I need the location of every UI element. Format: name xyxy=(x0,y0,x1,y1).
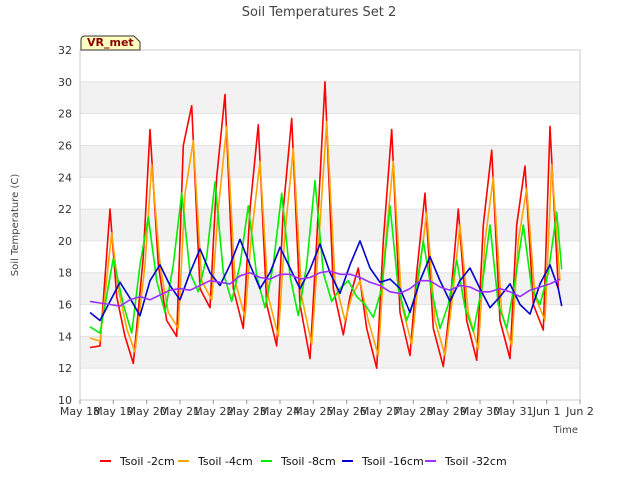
x-tick-label: May 31 xyxy=(493,405,533,418)
legend-label: Tsoil -16cm xyxy=(361,455,424,468)
series-lines xyxy=(89,81,563,369)
x-tick-label: May 29 xyxy=(427,405,467,418)
y-tick-label: 24 xyxy=(58,171,72,184)
x-tick-label: May 26 xyxy=(327,405,367,418)
y-tick-label: 26 xyxy=(58,139,72,152)
y-axis-label: Soil Temperature (C) xyxy=(10,174,21,277)
series-line-tsoil-32cm xyxy=(89,270,561,307)
legend-item: Tsoil -4cm xyxy=(178,455,253,468)
y-tick-label: 28 xyxy=(58,108,72,121)
legend-label: Tsoil -32cm xyxy=(444,455,507,468)
y-tick-label: 10 xyxy=(58,394,72,407)
legend-item: Tsoil -16cm xyxy=(342,455,424,468)
y-tick-label: 18 xyxy=(58,267,72,280)
x-tick-label: May 18 xyxy=(60,405,100,418)
grid-band xyxy=(80,272,580,305)
legend: Tsoil -2cm Tsoil -4cm Tsoil -8cm Tsoil -16c… xyxy=(100,455,507,468)
x-tick-label: May 23 xyxy=(227,405,267,418)
y-tick-label: 22 xyxy=(58,203,72,216)
y-tick-label: 20 xyxy=(58,235,72,248)
station-badge-label: VR_met xyxy=(87,36,134,49)
x-tick-label: May 24 xyxy=(260,405,300,418)
x-tick-label: May 28 xyxy=(393,405,433,418)
x-axis-label: Time xyxy=(553,425,578,436)
x-tick-label: May 19 xyxy=(93,405,133,418)
plot-area-frame xyxy=(79,49,581,401)
legend-item: Tsoil -8cm xyxy=(261,455,336,468)
y-tick-label: 16 xyxy=(58,299,72,312)
grid-band xyxy=(80,336,580,369)
y-tick-label: 12 xyxy=(58,362,72,375)
x-tick-label: May 27 xyxy=(360,405,400,418)
y-tick-label: 32 xyxy=(58,44,72,57)
x-tick-label: May 25 xyxy=(293,405,333,418)
legend-label: Tsoil -8cm xyxy=(280,455,336,468)
legend-label: Tsoil -4cm xyxy=(197,455,253,468)
x-tick-label: May 20 xyxy=(127,405,167,418)
y-tick-label: 14 xyxy=(58,330,72,343)
x-tick-label: Jun 1 xyxy=(532,405,561,418)
legend-item: Tsoil -2cm xyxy=(100,455,175,468)
station-badge-shape xyxy=(80,35,141,51)
series-line-tsoil-8cm xyxy=(89,179,563,334)
station-badge: VR_met xyxy=(80,35,141,51)
x-tick-label: May 22 xyxy=(193,405,233,418)
grid-band xyxy=(80,81,580,114)
legend-label: Tsoil -2cm xyxy=(119,455,175,468)
x-tick-label: May 21 xyxy=(160,405,200,418)
series-line-tsoil-16cm xyxy=(89,238,563,322)
chart-title: Soil Temperatures Set 2 xyxy=(242,5,397,20)
x-tick-label: May 30 xyxy=(460,405,500,418)
y-axis-ticks: 10 12 14 16 18 20 22 24 26 28 30 32 xyxy=(58,44,72,407)
series-line-tsoil-2cm xyxy=(89,81,560,369)
y-tick-label: 30 xyxy=(58,76,72,89)
x-tick-label: Jun 2 xyxy=(565,405,594,418)
legend-item: Tsoil -32cm xyxy=(425,455,507,468)
